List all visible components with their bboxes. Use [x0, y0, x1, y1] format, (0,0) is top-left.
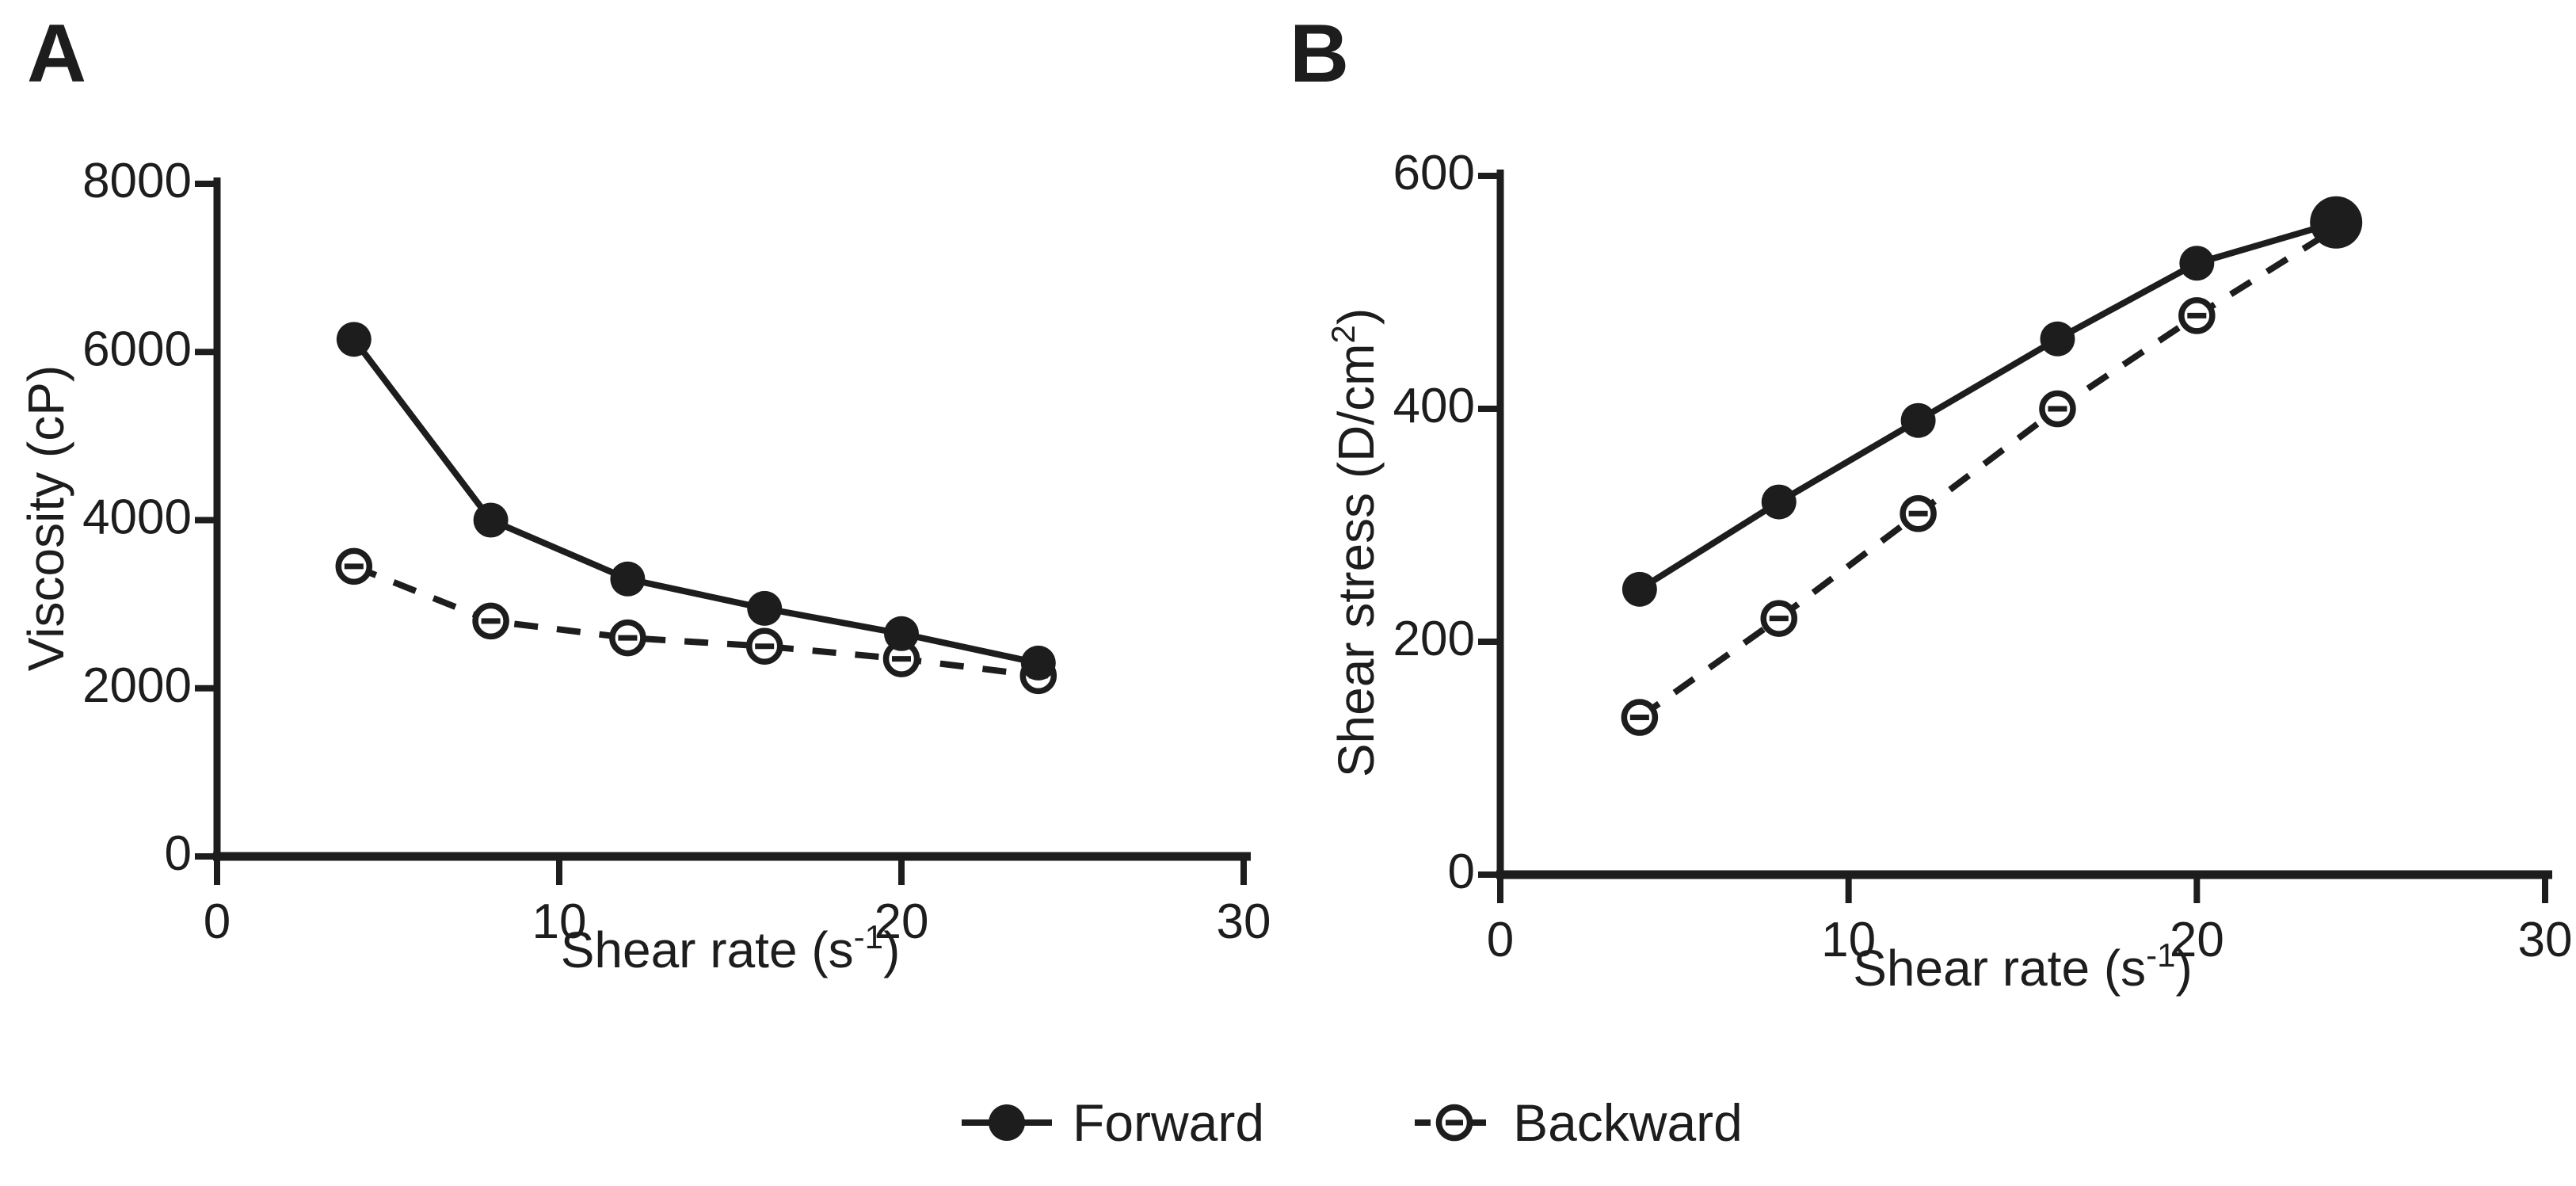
x-axis-title: Shear rate (s-1): [561, 918, 901, 978]
legend-item-backward: Backward: [1415, 1096, 1743, 1149]
y-tick-label: 2000: [82, 658, 192, 713]
panel-b-chart: 0 10 20 30 0 200 400 600 Shear rate (s-1) Shear s…: [1324, 146, 2572, 997]
series-line-forward: [1637, 219, 2338, 593]
y-tick-label: 8000: [82, 154, 192, 208]
legend-label-backward: Backward: [1513, 1093, 1743, 1152]
y-tick-label: 4000: [82, 490, 192, 545]
data-point-forward: [2179, 246, 2215, 281]
series-line-backward: [1637, 225, 2338, 720]
x-tick-label: 30: [1217, 894, 1271, 949]
data-point-forward: [747, 590, 783, 626]
forward-legend-marker-icon: [962, 1104, 1052, 1141]
data-point-forward: [884, 616, 919, 651]
y-axis-title: Viscosity (cP): [17, 365, 74, 671]
x-axis-title: Shear rate (s-1): [1853, 936, 2193, 997]
data-point-forward: [2310, 196, 2363, 249]
panel-b-label: B: [1290, 8, 1350, 100]
panel-a-chart: 0 10 20 30 0 2000 4000 6000 8000 Shear rate (s-1)…: [17, 154, 1271, 978]
y-tick-label: 200: [1393, 612, 1475, 666]
data-point-forward: [1900, 402, 1936, 438]
x-tick-label: 30: [2518, 913, 2573, 967]
panel-a-label: A: [27, 8, 87, 100]
series-line-forward: [351, 337, 1039, 666]
data-point-forward: [473, 502, 509, 538]
y-tick-label: 600: [1393, 146, 1475, 200]
y-tick-label: 0: [165, 826, 192, 881]
data-point-forward: [1020, 645, 1056, 681]
y-tick-label: 400: [1393, 379, 1475, 433]
data-point-forward: [1621, 571, 1657, 607]
x-tick-label: 0: [1487, 913, 1514, 967]
data-point-forward: [610, 561, 646, 597]
x-tick-label: 20: [2170, 913, 2224, 967]
x-tick-label: 0: [204, 894, 231, 949]
data-point-forward: [336, 322, 372, 357]
data-point-forward: [1761, 484, 1797, 520]
y-tick-label: 6000: [82, 322, 192, 376]
series-line-backward: [352, 563, 1039, 679]
legend: Forward Backward: [960, 1096, 1743, 1149]
legend-item-forward: Forward: [960, 1096, 1264, 1149]
x-tick-label: 10: [1821, 913, 1876, 967]
legend-label-forward: Forward: [1073, 1093, 1265, 1152]
x-tick-label: 10: [532, 894, 587, 949]
backward-legend-marker-icon: [1415, 1104, 1495, 1142]
y-tick-label: 0: [1448, 845, 1475, 899]
data-point-forward: [2040, 321, 2075, 357]
y-axis-title: Shear stress (D/cm2): [1324, 308, 1385, 777]
x-tick-label: 20: [875, 894, 929, 949]
